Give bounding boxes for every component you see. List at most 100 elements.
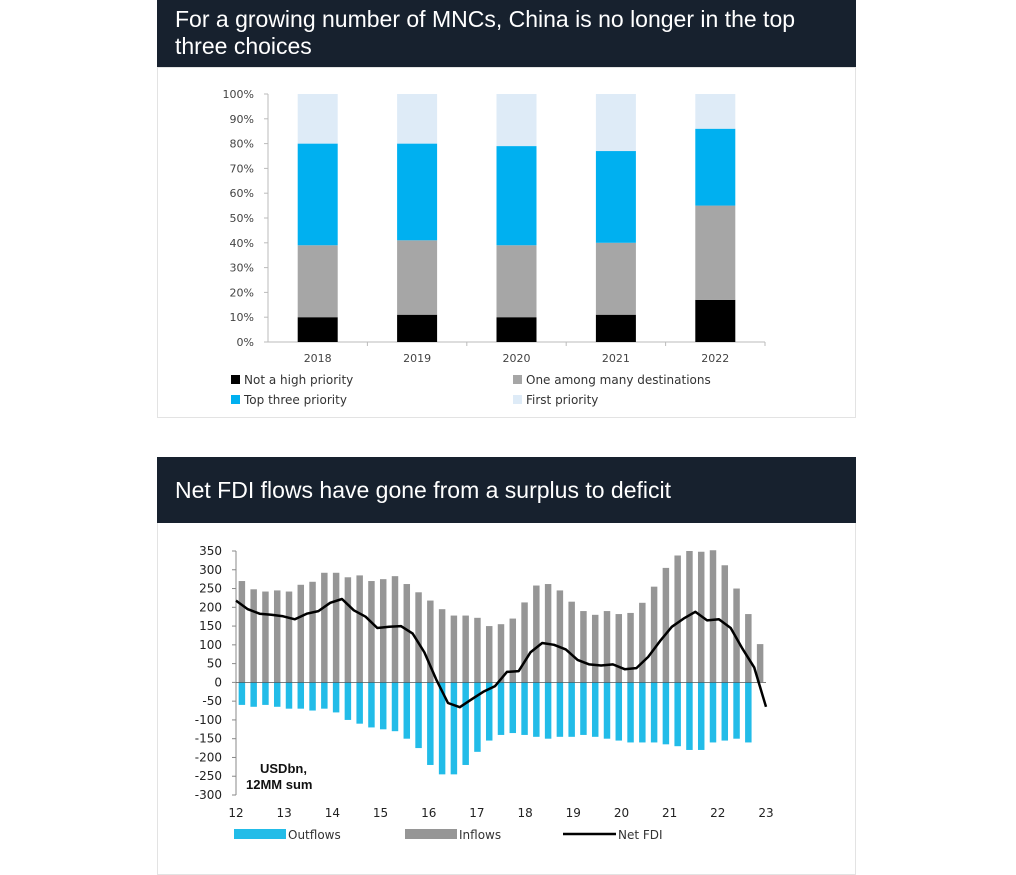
inflow-bar [391, 576, 399, 683]
unit-label-line2: 12MM sum [246, 777, 312, 792]
chart1-title: For a growing number of MNCs, China is n… [157, 0, 856, 67]
x-tick-label: 2020 [503, 352, 531, 365]
x-tick-label: 2022 [701, 352, 729, 365]
inflow-bar [238, 581, 246, 683]
chart2-frame: 350 300 250 200 150 100 50 0 -50 -100 -150 -200 -250… [157, 523, 856, 875]
inflow-bar [344, 577, 352, 683]
y-tick-label: -100 [195, 713, 222, 727]
legend-swatch [231, 395, 240, 404]
y-tick-label: 350 [199, 544, 222, 558]
y-tick-label: 100% [223, 88, 254, 101]
x-tick-label: 2021 [602, 352, 630, 365]
outflow-bar [391, 682, 399, 732]
outflow-bar [556, 682, 564, 737]
outflow-bar [262, 682, 269, 705]
y-tick-label: 10% [230, 311, 254, 324]
inflow-bar [686, 551, 693, 683]
y-tick-label: 60% [230, 187, 254, 200]
outflow-bar [591, 682, 599, 737]
outflow-bar [285, 682, 293, 709]
inflow-bar [321, 572, 328, 683]
y-tick-label: -50 [202, 694, 222, 708]
y-tick-label: 200 [199, 600, 222, 614]
net-fdi-line [235, 597, 768, 709]
outflow-bar [427, 682, 434, 765]
bar-segment [695, 299, 736, 342]
unit-label-line1: USDbn, [260, 761, 307, 776]
outflow-bar [686, 682, 693, 750]
outflow-bar [745, 682, 752, 743]
y-tick-label: 90% [230, 113, 254, 126]
legend-swatch-outflows [234, 829, 286, 839]
y-tick-label: 150 [199, 619, 222, 633]
outflow-bar [309, 682, 316, 711]
outflow-bar [521, 682, 528, 735]
inflow-bar [309, 581, 316, 683]
legend-label: Net FDI [618, 828, 663, 842]
inflow-bar [450, 615, 458, 683]
bar-segment [595, 151, 636, 243]
inflow-bar [332, 572, 340, 683]
x-tick-label: 12 [228, 806, 243, 820]
outflow-bar [379, 682, 387, 730]
y-tick-label: -200 [195, 750, 222, 764]
outflow-bar [450, 682, 458, 775]
bar-segment [397, 240, 438, 315]
outflow-bar [250, 682, 257, 707]
outflow-bar [627, 682, 634, 743]
outflow-bar [568, 682, 575, 737]
inflow-bar [674, 555, 681, 683]
bar-segment [297, 94, 338, 144]
outflow-bar [238, 682, 246, 705]
x-tick-label: 22 [710, 806, 725, 820]
y-tick-label: 250 [199, 582, 222, 596]
outflow-bar [297, 682, 305, 709]
inflow-bar [485, 626, 493, 683]
inflow-bar [356, 575, 363, 683]
y-tick-label: 0 [214, 675, 222, 689]
y-tick-label: 100 [199, 638, 222, 652]
y-tick-label: -150 [195, 732, 222, 746]
inflow-bar [297, 584, 305, 683]
inflow-bar [497, 624, 505, 683]
inflow-bar [403, 584, 411, 683]
x-tick-label: 14 [325, 806, 340, 820]
bar-segment [397, 314, 438, 342]
inflow-bar [650, 586, 658, 683]
y-tick-label: -300 [195, 788, 222, 802]
inflow-bar [379, 579, 387, 683]
outflow-bar [674, 682, 681, 747]
inflow-bar [415, 592, 422, 683]
outflow-bar [603, 682, 611, 739]
legend-swatch [231, 375, 240, 384]
inflow-bar [603, 611, 611, 683]
inflow-bar [745, 614, 752, 683]
bar-segment [297, 143, 338, 246]
bar-segment [595, 94, 636, 152]
inflow-bar [615, 614, 623, 683]
inflow-bar [709, 550, 717, 683]
bar-segment [595, 242, 636, 315]
y-tick-label: 30% [230, 262, 254, 275]
x-tick-label: 19 [566, 806, 581, 820]
inflow-bar [533, 585, 540, 683]
bar-segment [695, 94, 736, 129]
inflow-bar [285, 591, 293, 683]
inflow-bar [556, 590, 564, 683]
legend-label: Outflows [288, 828, 341, 842]
legend-label: One among many destinations [526, 373, 711, 387]
x-tick-label: 2018 [304, 352, 332, 365]
x-tick-label: 17 [469, 806, 484, 820]
y-tick-label: -250 [195, 769, 222, 783]
bar-segment [496, 146, 537, 246]
outflow-bar [615, 682, 623, 741]
inflow-bar [368, 581, 375, 683]
outflow-bar [733, 682, 740, 739]
inflow-bar [756, 644, 764, 683]
outflow-bar [485, 682, 493, 741]
inflow-bar [427, 600, 434, 683]
inflow-bar [273, 590, 281, 683]
inflow-bar [591, 614, 599, 683]
x-tick-label: 23 [758, 806, 773, 820]
bar-segment [297, 317, 338, 342]
